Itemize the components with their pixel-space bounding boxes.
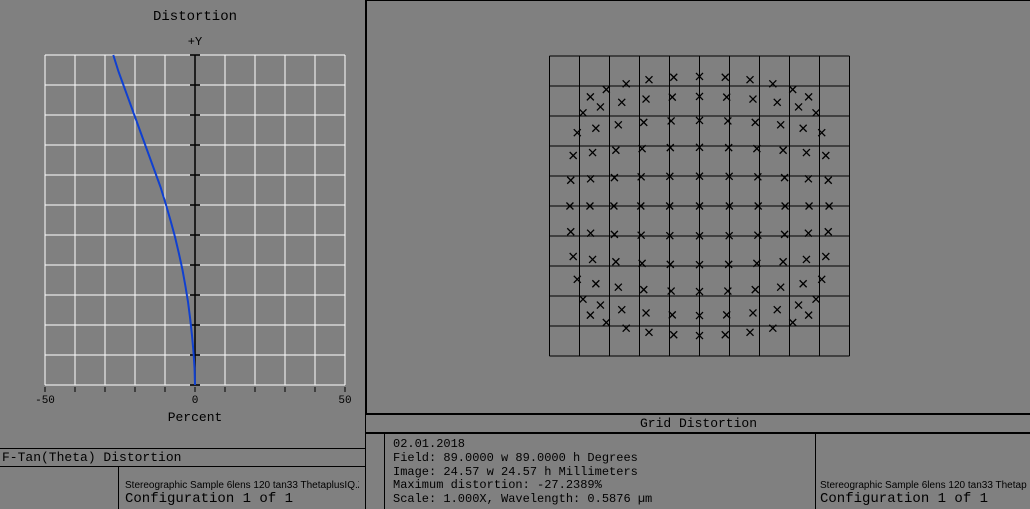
- svg-text:Percent: Percent: [168, 410, 223, 425]
- left-config-text: Configuration 1 of 1: [125, 491, 359, 507]
- grid-distortion-panel: Grid Distortion 02.01.2018 Field: 89.000…: [366, 0, 1030, 509]
- svg-text:0: 0: [192, 395, 199, 407]
- distortion-type-label: F-Tan(Theta) Distortion: [0, 448, 365, 466]
- svg-text:+Y: +Y: [188, 35, 202, 49]
- svg-text:Distortion: Distortion: [153, 9, 237, 25]
- info-block: 02.01.2018 Field: 89.0000 w 89.0000 h De…: [366, 433, 1030, 509]
- svg-text:50: 50: [338, 395, 351, 407]
- left-footer-info: Stereographic Sample 6lens 120 tan33 The…: [119, 467, 365, 509]
- info-text: 02.01.2018 Field: 89.0000 w 89.0000 h De…: [385, 434, 815, 509]
- info-left-spacer: [366, 434, 385, 509]
- svg-text:-50: -50: [35, 395, 55, 407]
- grid-distortion-title: Grid Distortion: [366, 414, 1030, 433]
- left-sample-text: Stereographic Sample 6lens 120 tan33 The…: [125, 480, 359, 491]
- left-footer-spacer: [0, 467, 119, 509]
- distortion-panel: Distortion +Y -50 0 50 Percent F-Tan(Theta) D…: [0, 0, 366, 509]
- info-right-box: Stereographic Sample 6lens 120 tan33 The…: [815, 434, 1030, 509]
- distortion-plot: Distortion +Y -50 0 50 Percent: [0, 0, 365, 447]
- grid-distortion-plot: [366, 0, 1030, 414]
- right-config-text: Configuration 1 of 1: [820, 491, 1027, 507]
- right-sample-text: Stereographic Sample 6lens 120 tan33 The…: [820, 480, 1027, 491]
